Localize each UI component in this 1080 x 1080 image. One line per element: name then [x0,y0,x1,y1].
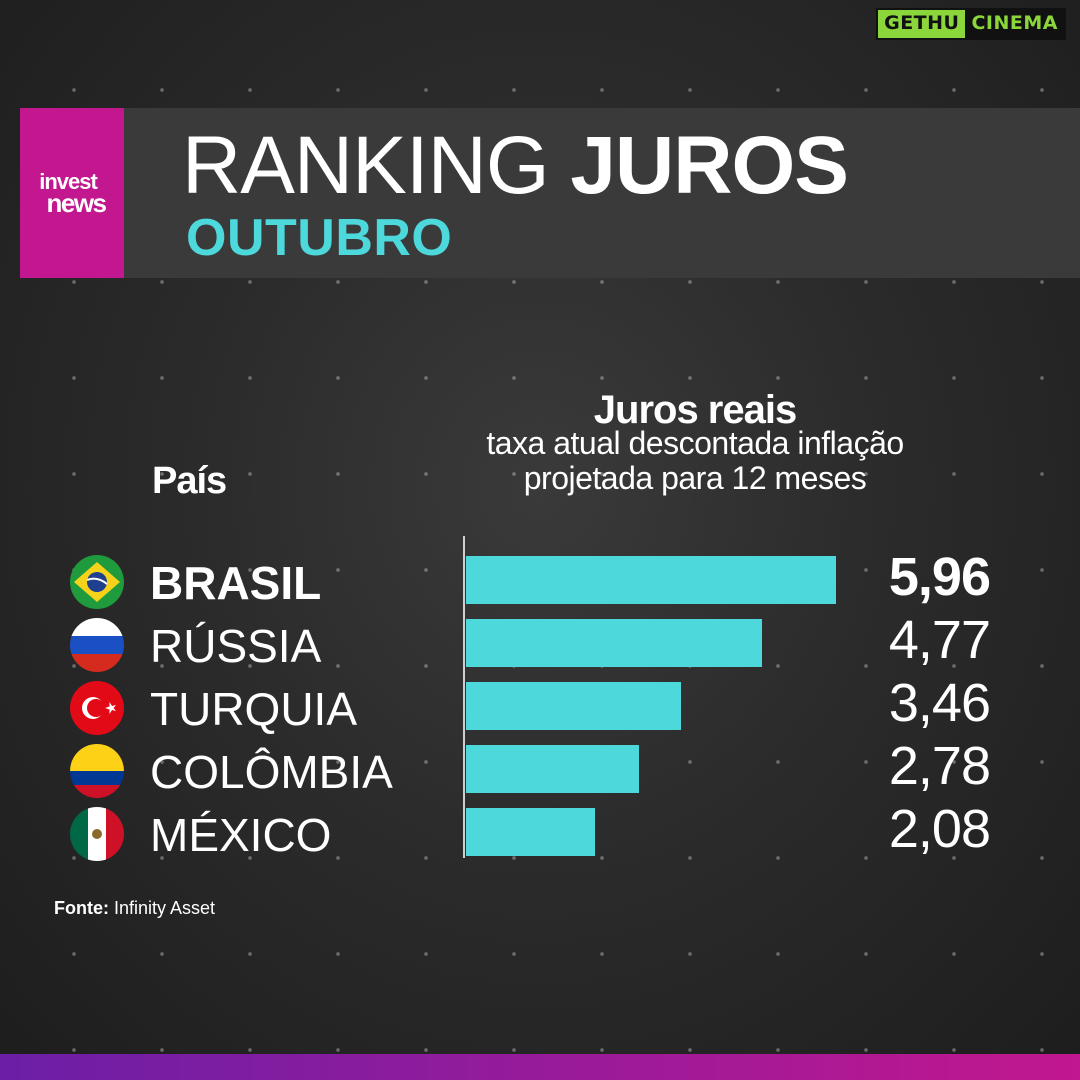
source-value: Infinity Asset [114,898,216,918]
value-label: 3,46 [888,673,991,733]
source-note: Fonte: Infinity Asset [54,898,215,919]
watermark-part2: CINEMA [965,10,1064,38]
chart-row: BRASIL 5,96 [0,547,1080,612]
value-desc-line2: projetada para 12 meses [523,460,867,496]
logo-line1: invest [39,169,98,194]
country-label: TURQUIA [150,683,357,735]
value-column-title: Juros reais [593,388,797,432]
colombia-flag-icon [70,744,124,798]
chart-row: TURQUIA 3,46 [0,673,1080,738]
russia-flag-icon [70,618,124,672]
chart-row: COLÔMBIA 2,78 [0,736,1080,801]
investnews-logo: invest news [20,108,124,278]
chart-axis-line [463,536,465,858]
mexico-flag-icon [70,807,124,861]
page-title: RANKING JUROS [182,118,849,214]
logo-line2: news [46,188,107,218]
bar [466,745,639,793]
country-column-title: País [152,460,227,502]
chart-row: MÉXICO 2,08 [0,799,1080,864]
watermark: GETHU CINEMA [876,8,1066,40]
footer-bar [0,1054,1080,1080]
watermark-part1: GETHU [878,10,966,38]
country-label: RÚSSIA [150,620,322,672]
country-label: MÉXICO [150,809,332,861]
value-label: 5,96 [888,547,991,607]
title-light: RANKING [182,120,550,211]
value-label: 4,77 [888,610,991,670]
value-column-description: taxa atual descontada inflação projetada… [400,426,990,496]
bar [466,619,762,667]
header-band [124,108,1080,278]
bar [466,808,595,856]
title-bold: JUROS [570,120,849,211]
brazil-flag-icon [70,555,124,609]
value-label: 2,08 [888,799,991,859]
page-subtitle: OUTUBRO [186,209,453,267]
bar [466,682,681,730]
value-desc-line1: taxa atual descontada inflação [486,425,904,461]
source-label: Fonte: [54,898,109,918]
bar [466,556,836,604]
chart-row: RÚSSIA 4,77 [0,610,1080,675]
turkey-flag-icon [70,681,124,735]
country-label: BRASIL [150,557,322,609]
value-label: 2,78 [888,736,991,796]
country-label: COLÔMBIA [150,746,393,798]
